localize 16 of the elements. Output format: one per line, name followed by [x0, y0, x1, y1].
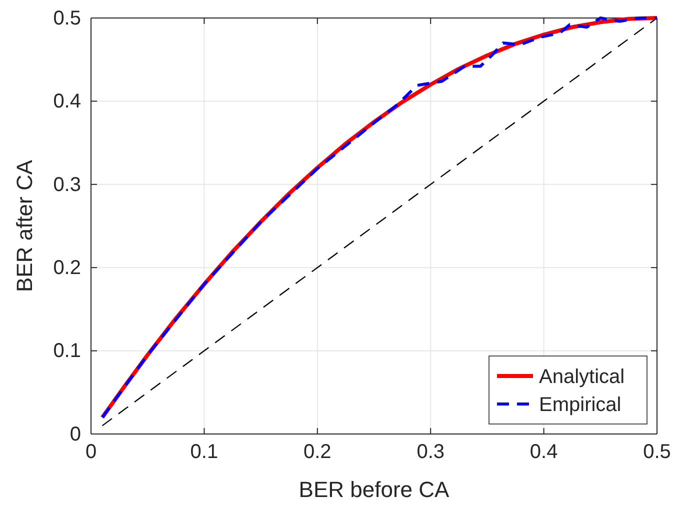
x-tick-label: 0.2	[303, 441, 332, 464]
x-tick-label: 0	[85, 441, 97, 464]
legend-label: Analytical	[539, 366, 625, 388]
x-tick-label: 0.1	[190, 441, 218, 464]
x-tick-label: 0.4	[530, 441, 558, 464]
y-axis-title: BER after CA	[12, 160, 37, 292]
y-tick-label: 0.5	[53, 7, 81, 30]
y-tick-label: 0	[70, 423, 81, 446]
x-tick-label: 0.3	[416, 441, 445, 464]
y-tick-label: 0.3	[53, 174, 81, 196]
y-tick-label: 0.4	[53, 90, 81, 113]
x-axis-title: BER before CA	[298, 477, 450, 502]
y-tick-label: 0.2	[53, 257, 81, 279]
legend-label: Empirical	[539, 394, 622, 416]
x-tick-label: 0.5	[643, 441, 671, 464]
y-tick-label: 0.1	[53, 340, 81, 362]
